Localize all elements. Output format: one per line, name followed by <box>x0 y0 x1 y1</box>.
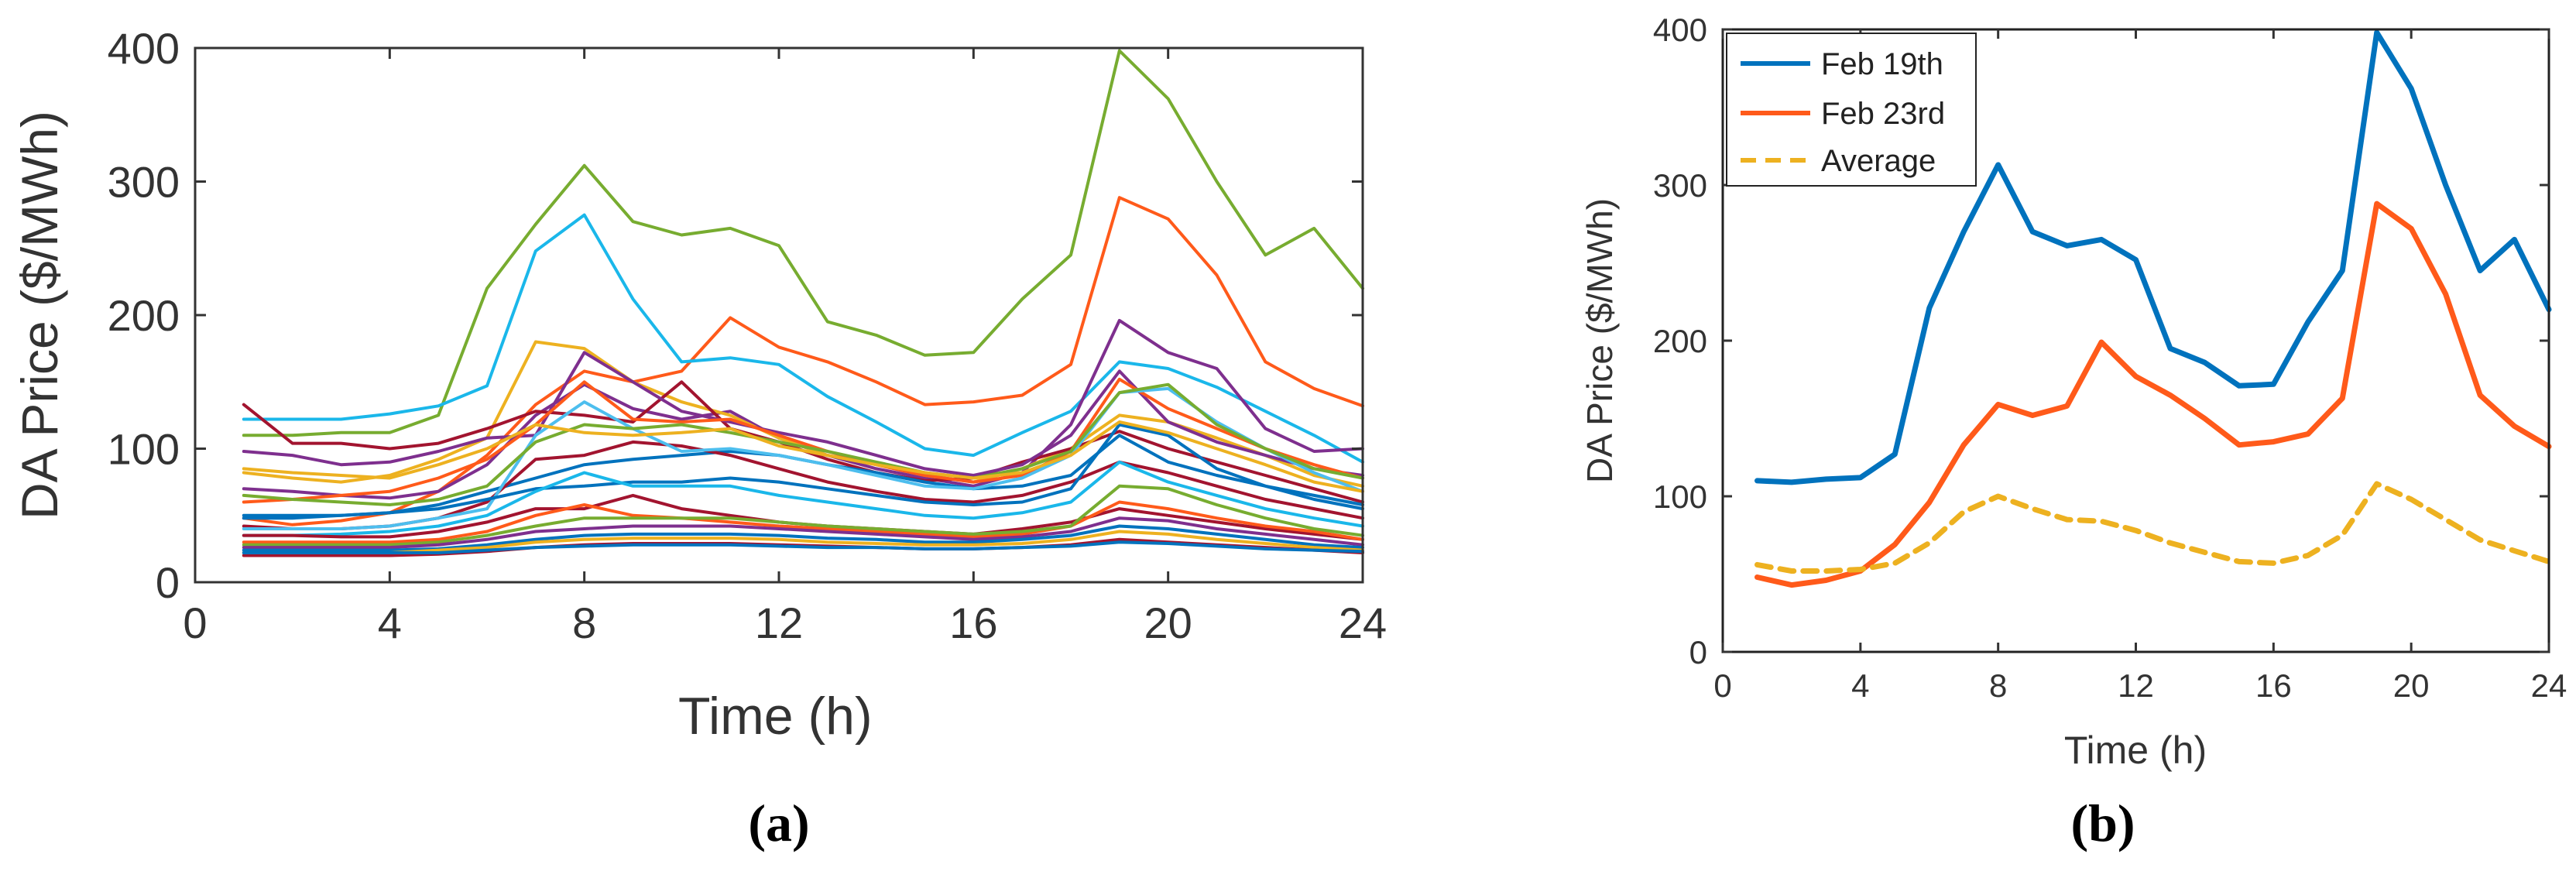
series-line-cyan-high <box>242 213 1364 464</box>
x-tick-label: 0 <box>1713 667 1731 704</box>
x-tick-label: 12 <box>2118 667 2154 704</box>
x-tick-label: 8 <box>572 598 596 647</box>
x-tick-label: 4 <box>378 598 402 647</box>
x-tick-label: 24 <box>2531 667 2567 704</box>
panel-b-series-group <box>1754 29 2552 588</box>
y-tick-label: 0 <box>1689 634 1707 670</box>
y-tick-label: 300 <box>1653 167 1707 204</box>
x-tick-label: 12 <box>755 598 803 647</box>
series-line-orange-b <box>242 377 1364 504</box>
x-tick-label: 16 <box>949 598 997 647</box>
panel-a-label: (a) <box>748 794 809 852</box>
panel-a-plot-area <box>195 48 1363 582</box>
panel-b-xlabel: Time (h) <box>2064 729 2207 772</box>
panel-b-chart: 0 4 8 12 16 20 24 0 100 200 300 400 Feb 19th Feb 23… <box>1580 12 2567 852</box>
panel-b-ticks: 0 4 8 12 16 20 24 0 100 200 300 400 <box>1653 12 2567 704</box>
y-tick-label: 100 <box>108 425 180 474</box>
x-tick-label: 0 <box>183 598 207 647</box>
legend-label-feb23: Feb 23rd <box>1821 97 1945 131</box>
series-line-yellow-b <box>242 420 1364 493</box>
y-tick-label: 300 <box>108 158 180 207</box>
panel-a-xlabel: Time (h) <box>678 687 873 746</box>
legend-label-feb19: Feb 19th <box>1821 47 1943 81</box>
panel-b-label: (b) <box>2070 794 2135 852</box>
series-line-orange-c <box>242 500 1364 544</box>
y-tick-label: 400 <box>1653 12 1707 48</box>
y-tick-label: 0 <box>156 558 180 607</box>
y-tick-label: 200 <box>1653 323 1707 359</box>
x-tick-label: 20 <box>2393 667 2430 704</box>
series-line-average <box>1754 481 2552 574</box>
panel-a-series-group <box>242 49 1364 557</box>
x-tick-label: 24 <box>1339 598 1387 647</box>
legend-label-average: Average <box>1821 144 1936 178</box>
y-tick-label: 400 <box>108 24 180 73</box>
panel-a-ticks: 0 4 8 12 16 20 24 0 100 200 300 400 <box>108 24 1387 647</box>
series-line-yellow-c <box>242 530 1364 554</box>
y-tick-label: 200 <box>108 291 180 340</box>
series-line-purple-b <box>242 351 1364 477</box>
series-line-green-c <box>242 484 1364 547</box>
series-line-orange-high <box>242 196 1364 526</box>
series-line-green-b <box>242 382 1364 506</box>
panel-a-chart: 0 4 8 12 16 20 24 0 100 200 300 400 Time (h) DA Pri… <box>11 24 1387 852</box>
x-tick-label: 4 <box>1851 667 1869 704</box>
series-line-cyan-b <box>242 386 1364 530</box>
panel-a-ylabel: DA Price ($/MWh) <box>11 111 68 520</box>
series-line-green-peak <box>242 49 1364 437</box>
series-line-blue-b <box>242 423 1364 517</box>
series-line-purple-c <box>242 516 1364 550</box>
series-line-feb-23rd <box>1754 201 2552 588</box>
panel-b-ylabel: DA Price ($/MWh) <box>1580 198 1620 483</box>
series-line-blue-d <box>242 540 1364 554</box>
y-tick-label: 100 <box>1653 478 1707 515</box>
x-tick-label: 8 <box>1989 667 2007 704</box>
series-line-feb-19th <box>1754 29 2552 485</box>
panel-b-legend: Feb 19th Feb 23rd Average <box>1726 33 1977 187</box>
series-line-cyan-c <box>242 460 1364 537</box>
x-tick-label: 16 <box>2255 667 2292 704</box>
x-tick-label: 20 <box>1144 598 1192 647</box>
